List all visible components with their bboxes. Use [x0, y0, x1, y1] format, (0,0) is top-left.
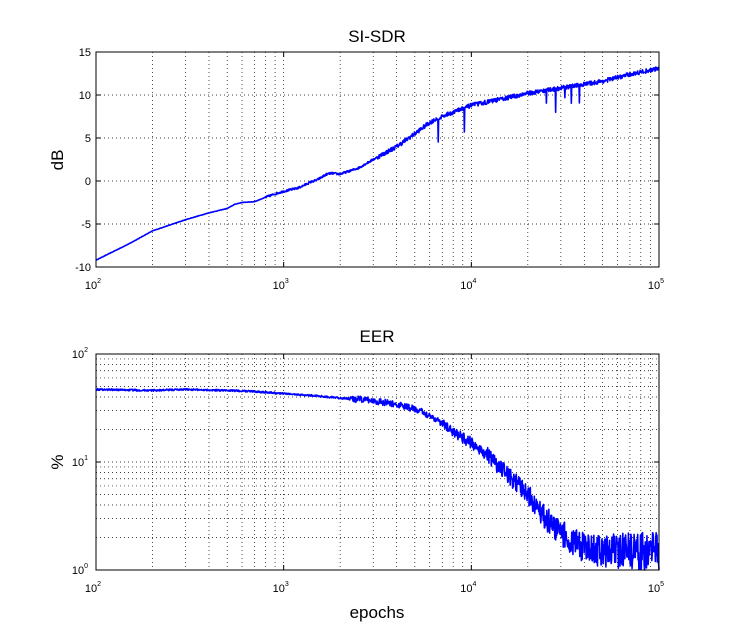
x-tick-label: 103 — [273, 278, 289, 292]
x-tick-label-exponent: 5 — [660, 581, 664, 588]
y-tick-label: 101 — [72, 455, 88, 469]
y-tick-label: -10 — [75, 262, 91, 274]
x-tick-label-base: 10 — [648, 583, 660, 595]
y-tick-label-base: 10 — [72, 457, 84, 469]
x-tick-label-exponent: 2 — [97, 278, 101, 285]
x-tick-label: 105 — [648, 581, 664, 595]
y-tick-label: 0 — [85, 176, 91, 188]
series — [95, 387, 660, 571]
y-tick-label-exponent: 1 — [84, 455, 88, 462]
y-tick-label-base: 10 — [72, 349, 84, 361]
y-tick-label-exponent: 0 — [84, 563, 88, 570]
y-axis-label: dB — [48, 150, 67, 171]
series-line — [95, 66, 660, 261]
x-tick-label-base: 10 — [460, 280, 472, 292]
x-tick-label: 104 — [460, 581, 476, 595]
x-tick-label: 103 — [273, 581, 289, 595]
y-tick-label: 10 — [79, 90, 91, 102]
y-tick-label: -5 — [81, 219, 91, 231]
plot-frame — [95, 51, 660, 268]
x-tick-label: 104 — [460, 278, 476, 292]
y-tick-label: 15 — [79, 47, 91, 59]
y-tick-label-exponent: 2 — [84, 347, 88, 354]
x-tick-label-base: 10 — [85, 280, 97, 292]
x-tick-label: 102 — [85, 581, 101, 595]
x-tick-label-exponent: 2 — [97, 581, 101, 588]
series-line — [95, 387, 660, 571]
x-tick-label: 102 — [85, 278, 101, 292]
chart-title: EER — [360, 327, 395, 346]
x-tick-label-base: 10 — [648, 280, 660, 292]
x-tick-label-base: 10 — [273, 583, 285, 595]
y-tick-label: 5 — [85, 133, 91, 145]
x-tick-label-exponent: 3 — [285, 581, 289, 588]
x-tick-label-exponent: 3 — [285, 278, 289, 285]
x-tick-label-exponent: 4 — [473, 581, 477, 588]
y-tick-label-base: 10 — [72, 565, 84, 577]
series — [95, 66, 660, 261]
x-tick-label-base: 10 — [85, 583, 97, 595]
x-tick-label-base: 10 — [273, 280, 285, 292]
x-tick-label-exponent: 5 — [660, 278, 664, 285]
x-tick-label-exponent: 4 — [473, 278, 477, 285]
chart-title: SI-SDR — [348, 27, 406, 46]
y-tick-label: 100 — [72, 563, 88, 577]
x-tick-label-base: 10 — [460, 583, 472, 595]
y-tick-label: 102 — [72, 347, 88, 361]
plot-frame — [95, 353, 660, 571]
x-axis-label: epochs — [350, 603, 405, 622]
y-axis-label: % — [48, 454, 67, 469]
x-tick-label: 105 — [648, 278, 664, 292]
